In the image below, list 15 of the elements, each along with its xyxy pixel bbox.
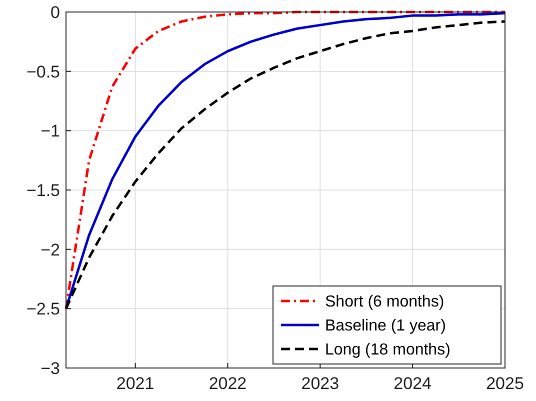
legend-label: Short (6 months) <box>325 294 444 311</box>
x-tick-label: 2022 <box>208 374 247 393</box>
y-tick-label: −0.5 <box>26 62 60 82</box>
y-tick-label: −3 <box>40 358 60 378</box>
y-tick-label: −2.5 <box>26 300 60 319</box>
y-tick-label: −2 <box>40 240 60 260</box>
x-tick-label: 2021 <box>116 374 154 393</box>
legend-label: Long (18 months) <box>325 342 450 359</box>
y-tick-label: −1.5 <box>26 180 60 200</box>
y-tick-label: 0 <box>50 2 60 22</box>
x-tick-label: 2025 <box>486 374 524 393</box>
x-tick-label: 2024 <box>394 374 432 393</box>
x-tick-label: 2023 <box>301 374 340 393</box>
legend-label: Baseline (1 year) <box>325 318 446 335</box>
y-tick-label: −1 <box>40 122 60 141</box>
